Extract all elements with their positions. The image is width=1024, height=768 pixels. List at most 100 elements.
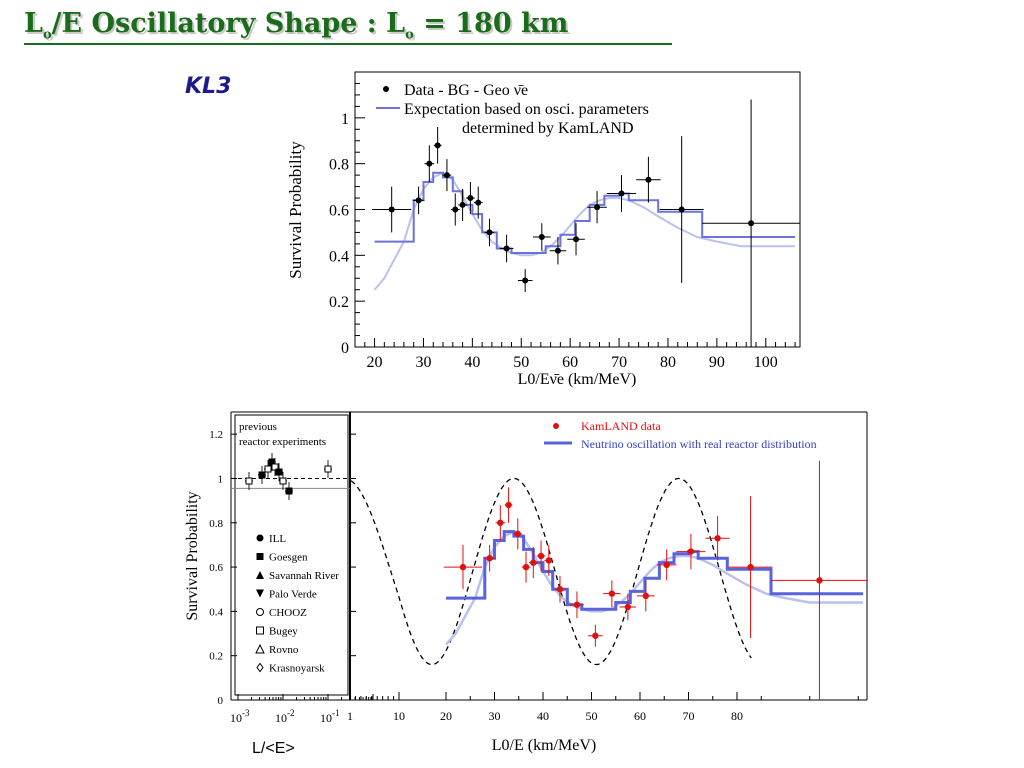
- bottom-ylabel: Survival Probability: [184, 491, 201, 620]
- bottom-data-point: [663, 561, 670, 569]
- top-data-point: [415, 197, 422, 204]
- bottom-legend-exp-label: Savannah River: [269, 570, 339, 582]
- top-xtick-label: 100: [754, 354, 778, 371]
- bottom-prev-marker: [324, 465, 332, 473]
- bottom-legend-exp-label: Goesgen: [269, 552, 308, 564]
- bottom-data-point: [459, 563, 467, 571]
- bottom-data-point: [608, 590, 616, 597]
- top-ytick-label: 0.2: [329, 294, 349, 311]
- bottom-data-point: [537, 552, 545, 560]
- bottom-data-point: [816, 577, 823, 584]
- bottom-xtick-label: 10: [393, 709, 405, 723]
- top-data-point: [554, 247, 561, 254]
- top-xtick-label: 20: [367, 354, 383, 371]
- top-data-point: [388, 206, 395, 213]
- title-underline: [24, 43, 672, 45]
- bottom-smooth-curve: [445, 530, 864, 646]
- bottom-legend-marker-paloverde: [256, 589, 264, 598]
- bottom-legend-data-label: KamLAND data: [581, 419, 661, 433]
- top-ytick-label: 0.6: [329, 203, 349, 220]
- bottom-prev-marker: [285, 487, 293, 495]
- bottom-data-point: [545, 557, 553, 564]
- top-ytick-label: 1: [341, 111, 349, 128]
- bottom-prev-title2: reactor experiments: [239, 436, 326, 448]
- bottom-prev-marker: [245, 477, 253, 485]
- bottom-prev-marker: [279, 477, 287, 485]
- top-legend-data-label: Data - BG - Geo ν̄e: [404, 82, 528, 99]
- bottom-legend-marker-rovno: [255, 643, 265, 654]
- top-ytick-label: 0.8: [329, 157, 349, 174]
- bottom-ytick-label: 0.6: [209, 562, 223, 574]
- bottom-data-point: [592, 632, 599, 639]
- bottom-legend-marker-savannah: [256, 571, 264, 579]
- bottom-dashed-oscillation: [350, 477, 752, 666]
- bottom-xtick-label: 1: [347, 709, 353, 723]
- bottom-xtick-label: 50: [586, 709, 598, 723]
- bottom-legend-marker-ill: [256, 534, 264, 542]
- top-data-point: [573, 236, 580, 243]
- bottom-ytick-label: 0.8: [209, 518, 223, 530]
- left-panel-xlabel: L/<E>: [252, 740, 295, 757]
- bottom-xtick-label: 60: [634, 709, 646, 723]
- top-data-point: [443, 172, 450, 179]
- top-legend-data-marker: [383, 86, 389, 92]
- top-legend-expect-label1: Expectation based on osci. parameters: [404, 101, 649, 118]
- bottom-data-point: [714, 535, 721, 542]
- bottom-legend-marker-chooz: [256, 608, 264, 616]
- bottom-ytick-label: 0.4: [209, 606, 223, 618]
- bottom-ytick-label: 0.2: [209, 651, 223, 663]
- bottom-prev-marker: [275, 468, 283, 476]
- bottom-xtick-label: 30: [489, 709, 501, 723]
- top-data-point: [618, 190, 625, 197]
- bottom-legend-exp-label: Krasnoyarsk: [269, 663, 325, 675]
- top-xtick-label: 40: [464, 354, 480, 371]
- bottom-data-point: [687, 548, 695, 555]
- bottom-prev-marker: [264, 465, 272, 473]
- top-ytick-label: 0: [341, 340, 349, 357]
- top-data-point: [678, 206, 685, 213]
- bottom-legend-exp-label: CHOOZ: [269, 607, 307, 619]
- bottom-left-xtick-label: 10-1: [320, 708, 340, 725]
- top-xtick-label: 90: [709, 354, 725, 371]
- bottom-left-xtick-label: 10-2: [275, 708, 295, 725]
- top-data-point: [594, 204, 601, 211]
- bottom-data-point: [642, 592, 650, 600]
- bottom-data-point: [573, 601, 581, 608]
- bottom-legend-osc-label: Neutrino oscillation with real reactor d…: [581, 437, 817, 451]
- top-data-point: [538, 234, 545, 240]
- top-xtick-label: 80: [660, 354, 676, 371]
- kl3-label: KL3: [185, 74, 232, 99]
- bottom-data-point: [624, 603, 632, 611]
- bottom-ytick-label: 0: [218, 695, 224, 707]
- top-xlabel: L0/Eν̄e (km/MeV): [518, 371, 637, 388]
- bottom-oscillation-step: [446, 530, 864, 611]
- top-data-point: [434, 142, 441, 149]
- top-xtick-label: 50: [513, 354, 529, 371]
- top-xtick-label: 30: [415, 354, 431, 371]
- bottom-xlabel: L0/E (km/MeV): [492, 737, 596, 754]
- bottom-data-point: [747, 563, 754, 571]
- bottom-data-point: [497, 519, 504, 526]
- bottom-left-xtick-label: 10-3: [230, 708, 250, 725]
- bottom-ytick-label: 1.2: [209, 429, 223, 441]
- top-data-point: [475, 199, 482, 206]
- bottom-xtick-label: 80: [731, 709, 743, 723]
- top-data-point: [645, 176, 652, 183]
- top-ylabel: Survival Probability: [286, 141, 305, 279]
- bottom-xtick-label: 20: [440, 709, 452, 723]
- bottom-ytick-label: 1: [218, 473, 224, 485]
- bottom-prev-title1: previous: [239, 421, 277, 433]
- top-ytick-label: 0.4: [329, 248, 349, 265]
- top-data-point: [459, 201, 466, 208]
- top-data-point: [748, 220, 755, 227]
- bottom-data-point: [505, 501, 512, 509]
- bottom-data-point: [522, 563, 530, 571]
- top-data-point: [503, 245, 510, 252]
- top-data-point: [522, 277, 529, 284]
- bottom-inner-left-frame: [234, 414, 349, 696]
- bottom-prev-marker: [258, 471, 266, 479]
- bottom-legend-marker-krasnoyarsk: [256, 662, 264, 673]
- bottom-data-point: [556, 586, 564, 593]
- top-data-point: [452, 206, 459, 213]
